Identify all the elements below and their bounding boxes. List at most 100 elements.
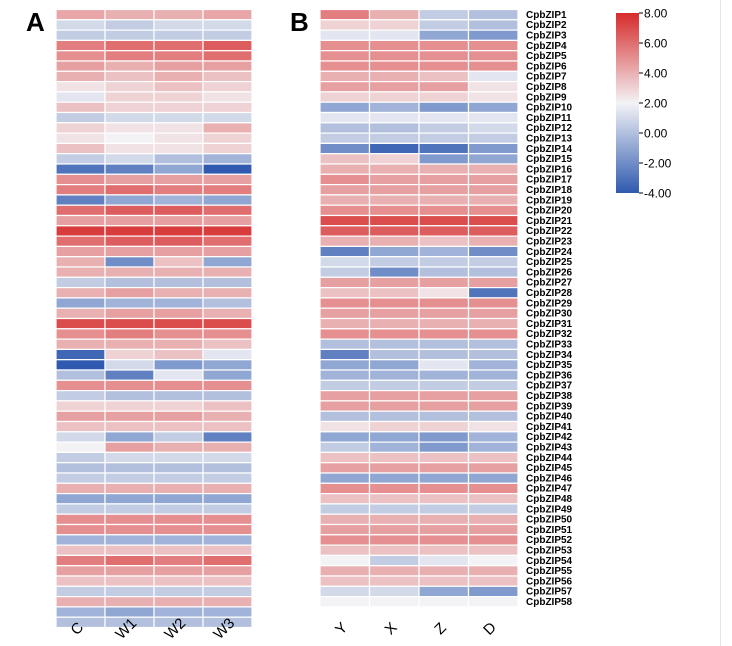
row-label-12: CpbZIP12 [526,123,573,134]
row-label-49: CpbZIP49 [526,504,573,515]
heatmap-cell-b-r51-c2 [368,523,420,536]
heatmap-cell-b-r2-c3 [418,19,470,31]
heatmap-cell-a-r3-c2 [104,29,155,42]
heatmap-cell-a-r44-c4 [202,451,253,464]
heatmap-cell-a-r11-c1 [55,111,106,124]
heatmap-cell-b-r17-c1 [319,173,371,186]
heatmap-cell-a-r50-c2 [104,513,155,526]
row-label-18: CpbZIP18 [526,185,573,196]
heatmap-cell-b-r55-c2 [368,565,420,577]
heatmap-cell-b-r28-c2 [368,287,420,299]
heatmap-cell-b-r44-c2 [368,451,420,464]
heatmap-cell-a-r38-c2 [104,390,155,402]
heatmap-cell-b-r27-c1 [319,276,371,289]
heatmap-cell-b-r22-c3 [418,225,470,237]
heatmap-cell-a-r24-c3 [153,245,204,258]
heatmap-cell-b-r50-c2 [368,513,420,526]
heatmap-cell-a-r33-c4 [202,338,253,351]
heatmap-cell-b-r27-c2 [368,276,420,289]
heatmap-cell-b-r50-c3 [418,513,470,526]
heatmap-cell-a-r16-c2 [104,163,155,175]
heatmap-cell-b-r46-c2 [368,472,420,484]
heatmap-cell-b-r38-c1 [319,390,371,402]
heatmap-cell-a-r58-c4 [202,595,253,608]
heatmap-cell-b-r12-c1 [319,122,371,134]
row-label-38: CpbZIP38 [526,391,573,402]
heatmap-cell-b-r33-c2 [368,338,420,351]
heatmap-cell-a-r26-c2 [104,266,155,278]
heatmap-cell-b-r37-c2 [368,379,420,392]
heatmap-cell-a-r19-c1 [55,194,106,206]
heatmap-cell-a-r13-c3 [153,132,204,145]
heatmap-cell-b-r30-c1 [319,307,371,320]
heatmap-cell-b-r41-c1 [319,420,371,433]
heatmap-cell-a-r31-c1 [55,317,106,330]
heatmap-cell-b-r18-c2 [368,184,420,196]
heatmap-cell-a-r46-c2 [104,472,155,484]
heatmap-cell-a-r47-c3 [153,482,204,495]
row-label-15: CpbZIP15 [526,154,573,165]
heatmap-cell-a-r20-c2 [104,204,155,217]
heatmap-cell-a-r6-c3 [153,60,204,72]
heatmap-cell-b-r31-c3 [418,317,470,330]
heatmap-cell-b-r39-c2 [368,400,420,412]
heatmap-cell-b-r48-c2 [368,493,420,505]
heatmap-cell-b-r13-c4 [467,132,519,145]
heatmap-cell-b-r54-c2 [368,554,420,567]
row-label-27: CpbZIP27 [526,278,573,289]
heatmap-cell-b-r25-c2 [368,256,420,268]
heatmap-cell-a-r55-c4 [202,565,253,577]
heatmap-cell-a-r10-c1 [55,101,106,114]
heatmap-cell-a-r9-c3 [153,91,204,103]
heatmap-cell-a-r56-c2 [104,575,155,587]
heatmap-cell-a-r24-c4 [202,245,253,258]
heatmap-cell-b-r19-c3 [418,194,470,206]
heatmap-cell-b-r6-c2 [368,60,420,72]
heatmap-cell-a-r34-c2 [104,348,155,361]
heatmap-cell-a-r55-c3 [153,565,204,577]
heatmap-cell-a-r33-c1 [55,338,106,351]
heatmap-cell-a-r58-c2 [104,595,155,608]
heatmap-cell-b-r7-c1 [319,70,371,83]
heatmap-cell-a-r55-c2 [104,565,155,577]
heatmap-cell-a-r18-c1 [55,184,106,196]
heatmap-cell-b-r48-c3 [418,493,470,505]
heatmap-cell-a-r18-c2 [104,184,155,196]
heatmap-cell-a-r43-c3 [153,441,204,454]
heatmap-cell-b-r14-c4 [467,142,519,155]
heatmap-cell-b-r32-c2 [368,328,420,340]
heatmap-cell-b-r35-c1 [319,359,371,371]
heatmap-cell-b-r45-c4 [467,462,519,474]
heatmap-cell-a-r42-c3 [153,431,204,443]
heatmap-cell-a-r40-c3 [153,410,204,423]
heatmap-cell-b-r5-c4 [467,50,519,62]
heatmap-cell-b-r6-c4 [467,60,519,72]
heatmap-cell-a-r1-c3 [153,8,204,21]
heatmap-cell-b-r30-c2 [368,307,420,320]
heatmap-cell-b-r40-c2 [368,410,420,423]
heatmap-cell-a-r46-c3 [153,472,204,484]
heatmap-cell-a-r6-c1 [55,60,106,72]
heatmap-cell-b-r3-c1 [319,29,371,42]
heatmap-cell-a-r26-c4 [202,266,253,278]
heatmap-cell-a-r21-c2 [104,214,155,227]
row-label-57: CpbZIP57 [526,587,573,598]
heatmap-cell-a-r46-c1 [55,472,106,484]
column-label-b-3: Z [431,620,450,639]
colorbar-tick-label-2: 6.00 [644,37,668,51]
heatmap-cell-a-r25-c2 [104,256,155,268]
heatmap-cell-a-r45-c4 [202,462,253,474]
row-label-13: CpbZIP13 [526,134,573,145]
heatmap-cell-a-r14-c1 [55,142,106,155]
heatmap-cell-a-r29-c4 [202,297,253,309]
heatmap-cell-b-r16-c4 [467,163,519,175]
heatmap-cell-a-r38-c4 [202,390,253,402]
row-label-40: CpbZIP40 [526,412,573,423]
heatmap-cell-b-r10-c3 [418,101,470,114]
heatmap-cell-b-r38-c3 [418,390,470,402]
panel-b-heatmap [319,8,519,608]
row-label-2: CpbZIP2 [526,20,567,31]
row-label-1: CpbZIP1 [526,10,567,21]
heatmap-cell-a-r29-c3 [153,297,204,309]
heatmap-cell-b-r1-c4 [467,8,519,21]
